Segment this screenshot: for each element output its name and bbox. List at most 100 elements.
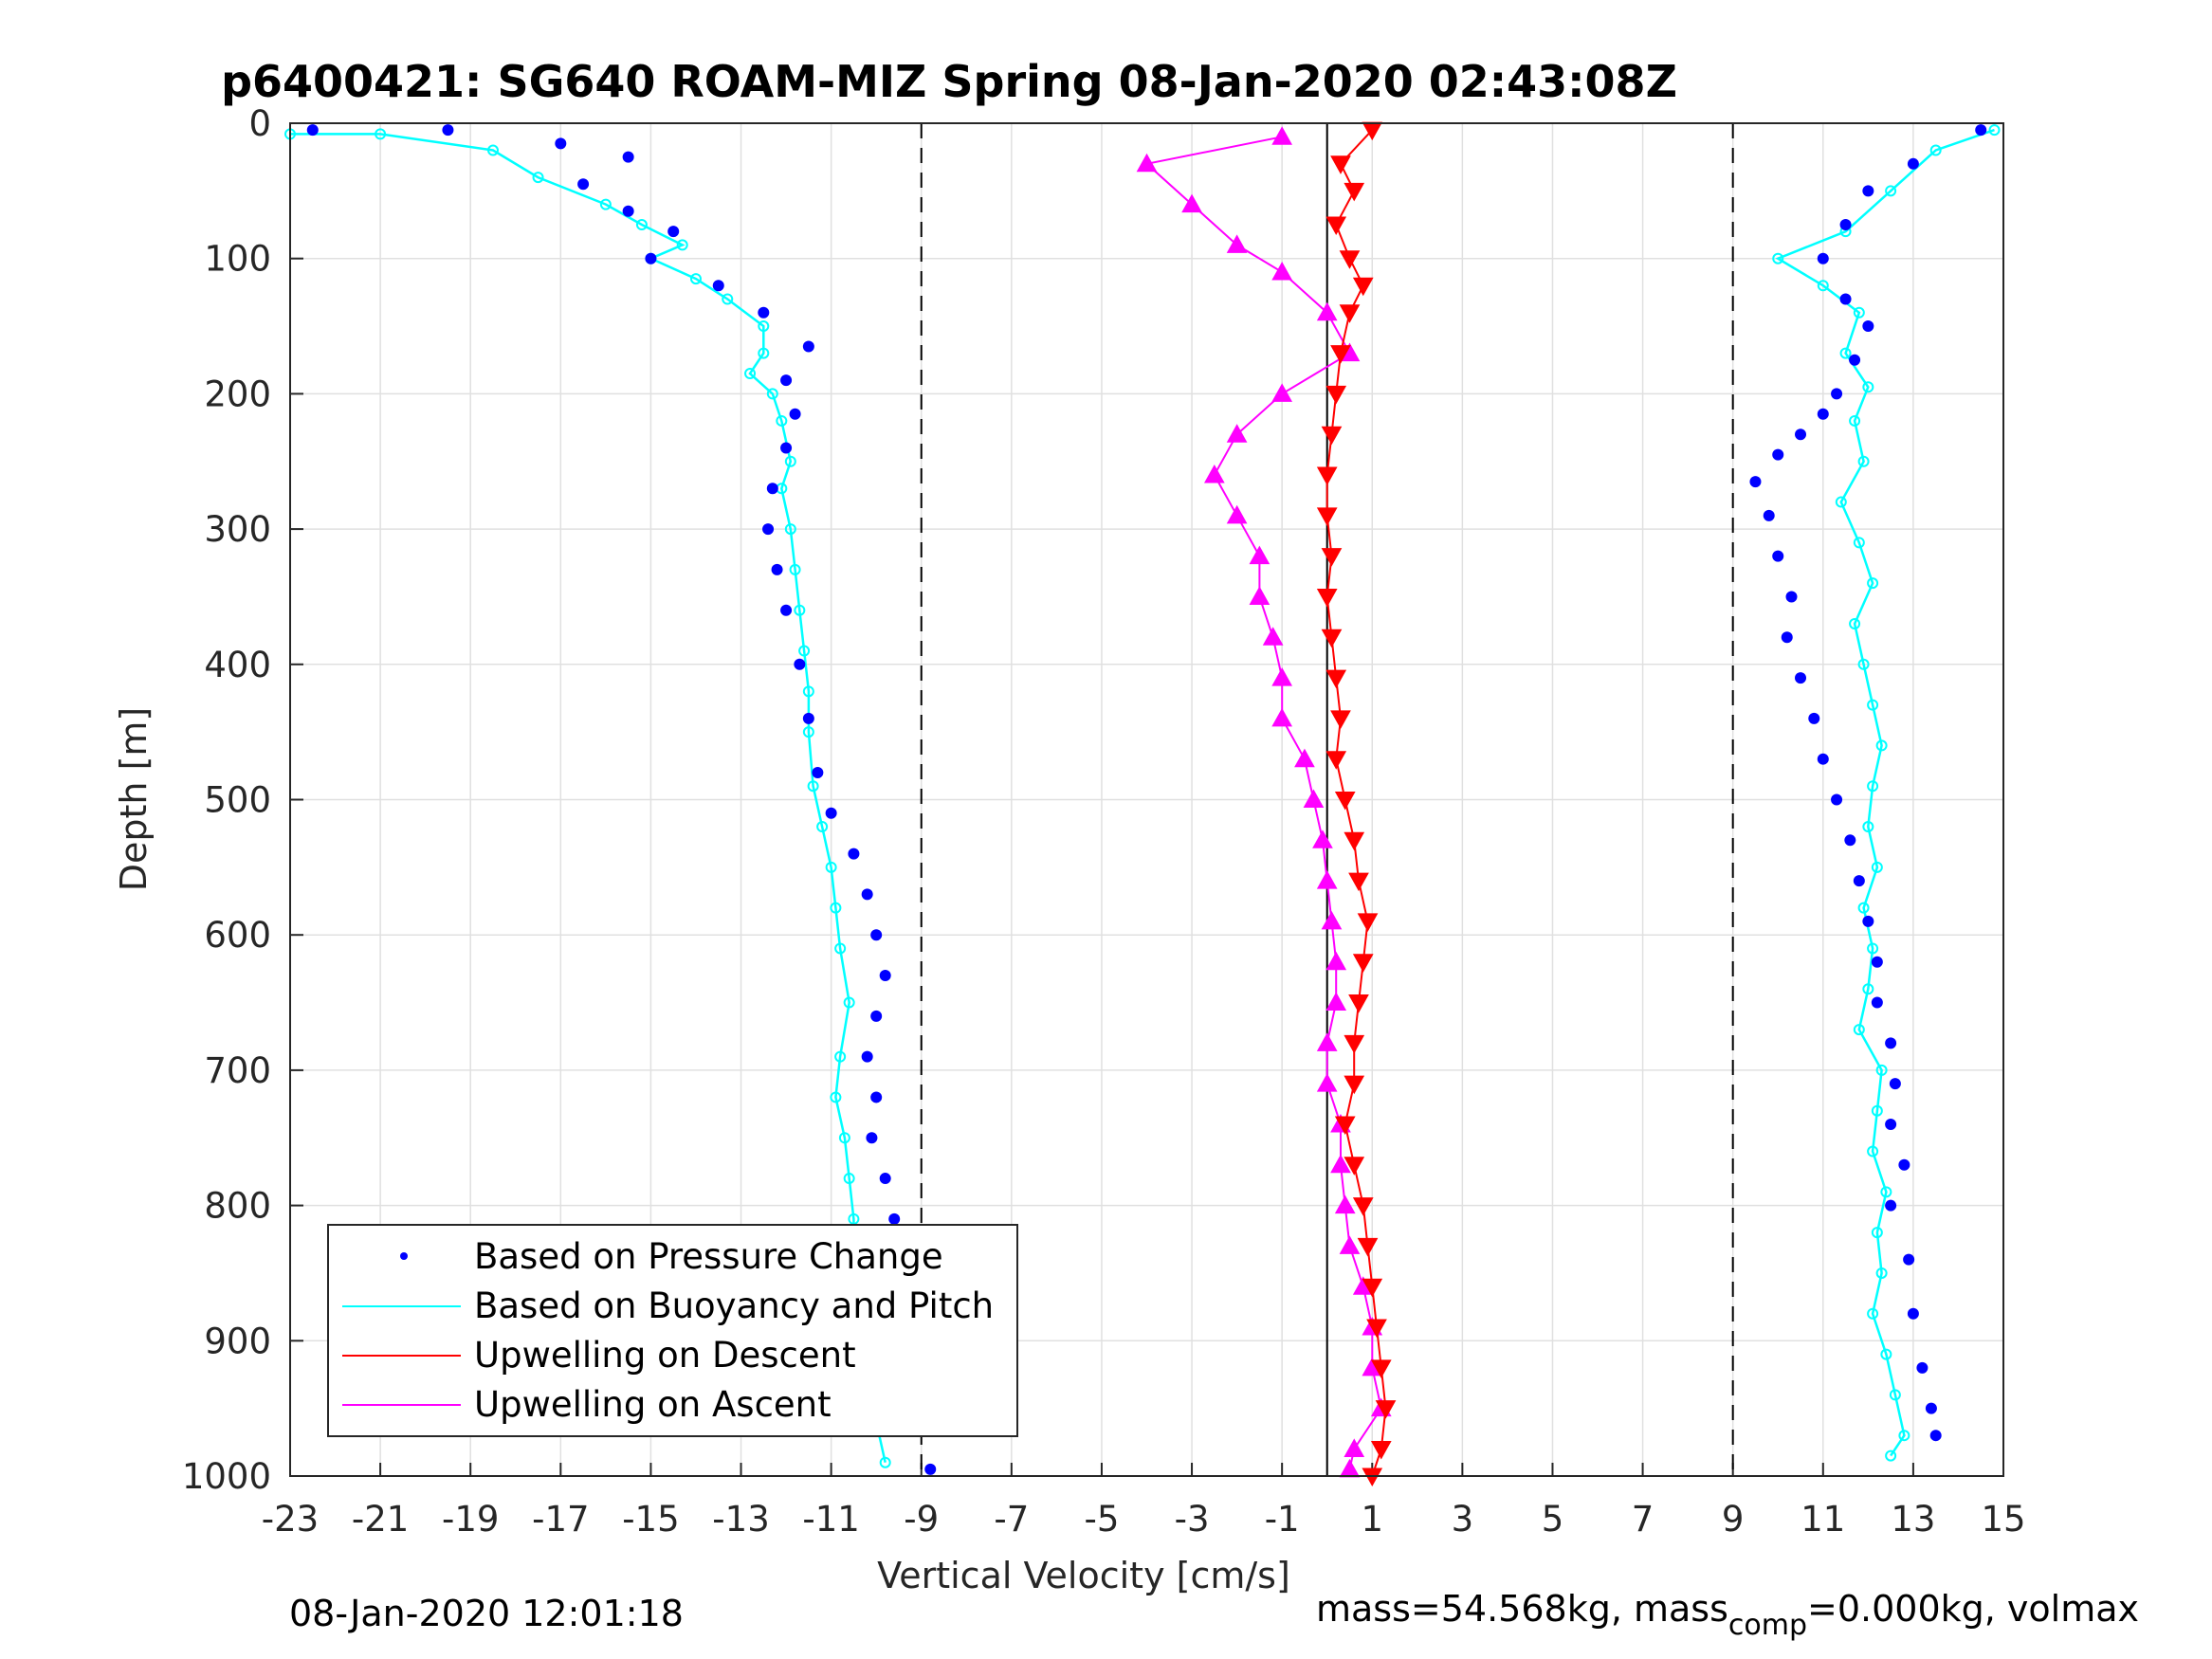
- buoyancy-point: [879, 1456, 891, 1468]
- pressure-point: [712, 280, 724, 292]
- pressure-point: [870, 929, 883, 941]
- pressure-point: [848, 848, 860, 860]
- upwelling-descent-point: [1325, 385, 1347, 405]
- upwelling-descent-point: [1344, 182, 1365, 202]
- y-axis-label: Depth [m]: [113, 707, 155, 892]
- pressure-point: [1817, 753, 1829, 765]
- upwelling-descent-point: [1357, 1237, 1379, 1257]
- y-tick-label: 900: [204, 1321, 271, 1361]
- pressure-point: [1871, 956, 1883, 968]
- buoyancy-point: [758, 347, 770, 359]
- upwelling-ascent-point: [1325, 951, 1347, 971]
- pressure-point: [645, 252, 657, 264]
- pressure-point: [1781, 631, 1793, 644]
- x-tick-label: -5: [1084, 1499, 1119, 1540]
- buoyancy-point: [834, 942, 847, 955]
- buoyancy-point: [1853, 537, 1865, 549]
- x-tick-label: -23: [262, 1499, 319, 1540]
- upwelling-ascent-point: [1181, 193, 1202, 213]
- buoyancy-point: [1857, 658, 1870, 670]
- pressure-point: [766, 483, 778, 495]
- buoyancy-point: [1772, 252, 1784, 264]
- buoyancy-point: [1871, 1227, 1883, 1239]
- buoyancy-point: [834, 1050, 847, 1063]
- buoyancy-point: [838, 1132, 850, 1144]
- pressure-point: [1831, 793, 1843, 806]
- buoyancy-point: [676, 239, 688, 251]
- pressure-point: [861, 1050, 873, 1063]
- pressure-point: [1907, 157, 1919, 170]
- x-tick-label: 13: [1891, 1499, 1935, 1540]
- pressure-point: [577, 178, 590, 191]
- upwelling-descent-point: [1370, 1440, 1392, 1460]
- upwelling-ascent-point: [1325, 992, 1347, 1012]
- plot-frame: [289, 122, 2004, 1477]
- y-tick-label: 600: [204, 915, 271, 956]
- buoyancy-point: [1875, 739, 1888, 752]
- upwelling-ascent-point: [1321, 910, 1343, 930]
- buoyancy-point: [1875, 1064, 1888, 1076]
- buoyancy-point: [1929, 144, 1942, 156]
- mass-annotation: mass=54.568kg, masscomp=0.000kg, volmax: [1316, 1588, 2139, 1642]
- legend-label-descent: Upwelling on Descent: [474, 1335, 856, 1376]
- buoyancy-point: [830, 1091, 842, 1103]
- pressure-point: [870, 1091, 883, 1103]
- buoyancy-point: [1849, 617, 1861, 629]
- upwelling-descent-point: [1330, 710, 1351, 729]
- buoyancy-point: [784, 523, 796, 536]
- buoyancy-point: [848, 1212, 860, 1225]
- upwelling-descent-point: [1325, 751, 1347, 770]
- y-tick-label: 300: [204, 509, 271, 550]
- pressure-point: [888, 1212, 901, 1225]
- buoyancy-point: [1880, 1348, 1892, 1360]
- buoyancy-point: [1867, 1307, 1879, 1320]
- upwelling-descent-point: [1352, 954, 1374, 973]
- pressure-point: [1862, 185, 1874, 197]
- buoyancy-point: [1862, 983, 1874, 995]
- upwelling-ascent-point: [1303, 789, 1325, 808]
- x-tick-label: 5: [1542, 1499, 1564, 1540]
- pressure-point: [812, 766, 824, 778]
- x-tick-label: -19: [442, 1499, 499, 1540]
- upwelling-ascent-point: [1249, 545, 1271, 565]
- x-tick-label: 3: [1452, 1499, 1474, 1540]
- pressure-point: [780, 442, 793, 454]
- upwelling-ascent-point: [1203, 464, 1225, 483]
- buoyancy-point: [635, 219, 648, 231]
- upwelling-descent-point: [1316, 507, 1338, 526]
- buoyancy-point: [825, 861, 837, 873]
- pressure-point: [1889, 1078, 1901, 1090]
- x-tick-label: -3: [1175, 1499, 1210, 1540]
- x-tick-label: -9: [904, 1499, 939, 1540]
- buoyancy-point: [794, 604, 806, 616]
- upwelling-descent-point: [1339, 250, 1361, 269]
- y-tick-label: 100: [204, 239, 271, 280]
- buoyancy-point: [784, 455, 796, 467]
- pressure-point: [780, 374, 793, 387]
- buoyancy-line: [290, 133, 887, 1463]
- y-tick-label: 500: [204, 780, 271, 821]
- upwelling-descent-point: [1344, 831, 1365, 851]
- pressure-point: [802, 340, 814, 353]
- upwelling-ascent-point: [1316, 870, 1338, 889]
- buoyancy-point: [1867, 577, 1879, 590]
- upwelling-ascent-point: [1344, 1438, 1365, 1457]
- buoyancy-point: [486, 144, 499, 156]
- buoyancy-point: [1817, 280, 1829, 292]
- pressure-point: [758, 306, 770, 319]
- pressure-point: [1862, 320, 1874, 333]
- buoyancy-point: [1862, 821, 1874, 833]
- legend-marker-pressure: [400, 1252, 408, 1260]
- buoyancy-point: [776, 414, 788, 427]
- upwelling-ascent-point: [1271, 261, 1293, 281]
- buoyancy-point: [1857, 902, 1870, 914]
- pressure-point: [1795, 672, 1807, 684]
- buoyancy-point: [1867, 780, 1879, 793]
- pressure-point: [1749, 476, 1762, 488]
- pressure-point: [861, 888, 873, 901]
- pressure-point: [924, 1463, 937, 1475]
- upwelling-descent-point: [1316, 466, 1338, 486]
- legend-label-pressure: Based on Pressure Change: [474, 1236, 943, 1277]
- upwelling-descent-point: [1316, 588, 1338, 608]
- pressure-point: [1925, 1402, 1937, 1414]
